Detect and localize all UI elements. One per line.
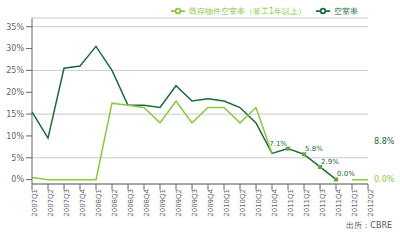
svg-text:2012Q2: 2012Q2 [367,189,375,217]
svg-text:0%: 0% [11,175,24,184]
svg-text:2010Q2: 2010Q2 [239,189,247,217]
svg-text:2010Q4: 2010Q4 [271,188,279,216]
svg-text:2009Q3: 2009Q3 [191,189,199,217]
svg-text:35%: 35% [8,23,24,32]
svg-text:10%: 10% [8,132,24,141]
svg-text:2011Q1: 2011Q1 [287,189,295,217]
svg-text:30%: 30% [8,44,24,53]
svg-text:2007Q2: 2007Q2 [47,189,55,217]
html-text:出所：CBRE: 出所：CBRE [346,221,392,230]
svg-text:2009Q2: 2009Q2 [175,189,183,217]
svg-text:2008Q3: 2008Q3 [127,189,135,217]
svg-text:2010Q1: 2010Q1 [223,189,231,217]
svg-text:5%: 5% [11,154,24,163]
svg-text:2011Q2: 2011Q2 [303,189,311,217]
svg-text:2008Q4: 2008Q4 [143,188,151,216]
svg-text:2.9%: 2.9% [321,158,339,166]
svg-text:2010Q3: 2010Q3 [255,189,263,217]
svg-text:15%: 15% [8,110,24,119]
svg-text:7.1%: 7.1% [269,140,287,148]
html-text:空室率: 空室率 [334,6,358,16]
html-text:既存物件空室率（签工1年以上）: 既存物件空室率（签工1年以上） [188,6,306,16]
svg-text:2011Q3: 2011Q3 [319,189,327,217]
svg-text:2012Q1: 2012Q1 [351,189,359,217]
svg-text:2007Q1: 2007Q1 [31,189,39,217]
svg-text:0.0%: 0.0% [374,175,392,184]
svg-text:8.8%: 8.8% [374,137,392,146]
svg-text:2007Q4: 2007Q4 [79,188,87,216]
svg-text:2007Q3: 2007Q3 [63,189,71,217]
svg-text:2008Q1: 2008Q1 [95,189,103,217]
svg-text:0.0%: 0.0% [337,170,355,178]
svg-text:2008Q2: 2008Q2 [111,189,119,217]
svg-text:20%: 20% [8,88,24,97]
svg-text:5.8%: 5.8% [305,145,323,153]
svg-text:25%: 25% [8,66,24,75]
svg-text:2009Q4: 2009Q4 [207,188,215,216]
svg-text:2009Q1: 2009Q1 [159,189,167,217]
svg-text:2011Q4: 2011Q4 [335,188,343,216]
